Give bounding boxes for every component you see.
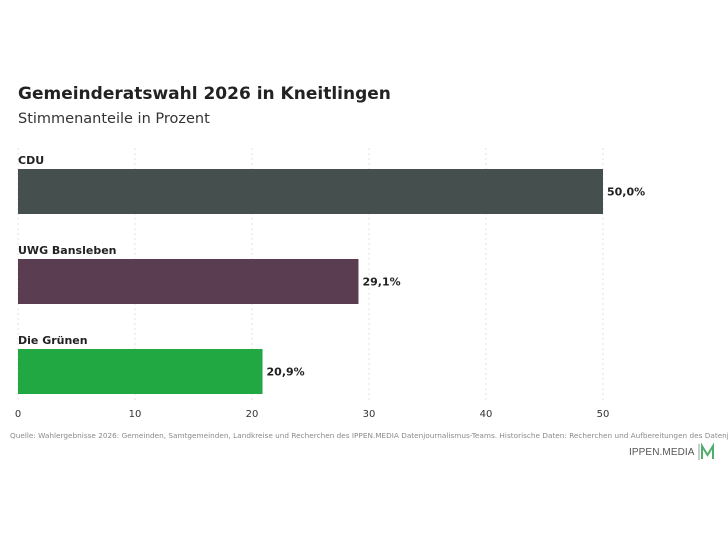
chart-subtitle: Stimmenanteile in Prozent	[18, 111, 210, 127]
bar-chart: 0 10 20 30 40 50 CDU 50,0% UWG Bansleben 29,1% Die…	[15, 148, 645, 420]
category-label: CDU	[18, 154, 44, 167]
value-label: 29,1%	[362, 276, 400, 289]
source-note: Quelle: Wahlergebnisse 2026: Gemeinden, …	[10, 431, 728, 440]
bar	[18, 169, 603, 214]
category-label: UWG Bansleben	[18, 244, 117, 257]
x-tick-label: 20	[246, 409, 259, 420]
x-tick-label: 0	[15, 409, 21, 420]
chart-title: Gemeinderatswahl 2026 in Kneitlingen	[18, 84, 391, 104]
x-tick-label: 10	[129, 409, 142, 420]
bar	[18, 349, 263, 394]
x-tick-label: 30	[363, 409, 376, 420]
ippen-logo-icon	[698, 442, 714, 460]
category-label: Die Grünen	[18, 334, 88, 347]
value-label: 50,0%	[607, 186, 645, 199]
brand-name: IPPEN.MEDIA	[629, 446, 695, 458]
value-label: 20,9%	[267, 366, 305, 379]
x-tick-label: 40	[480, 409, 493, 420]
bar	[18, 259, 359, 304]
x-tick-label: 50	[597, 409, 610, 420]
brand: IPPEN.MEDIA	[629, 442, 716, 462]
